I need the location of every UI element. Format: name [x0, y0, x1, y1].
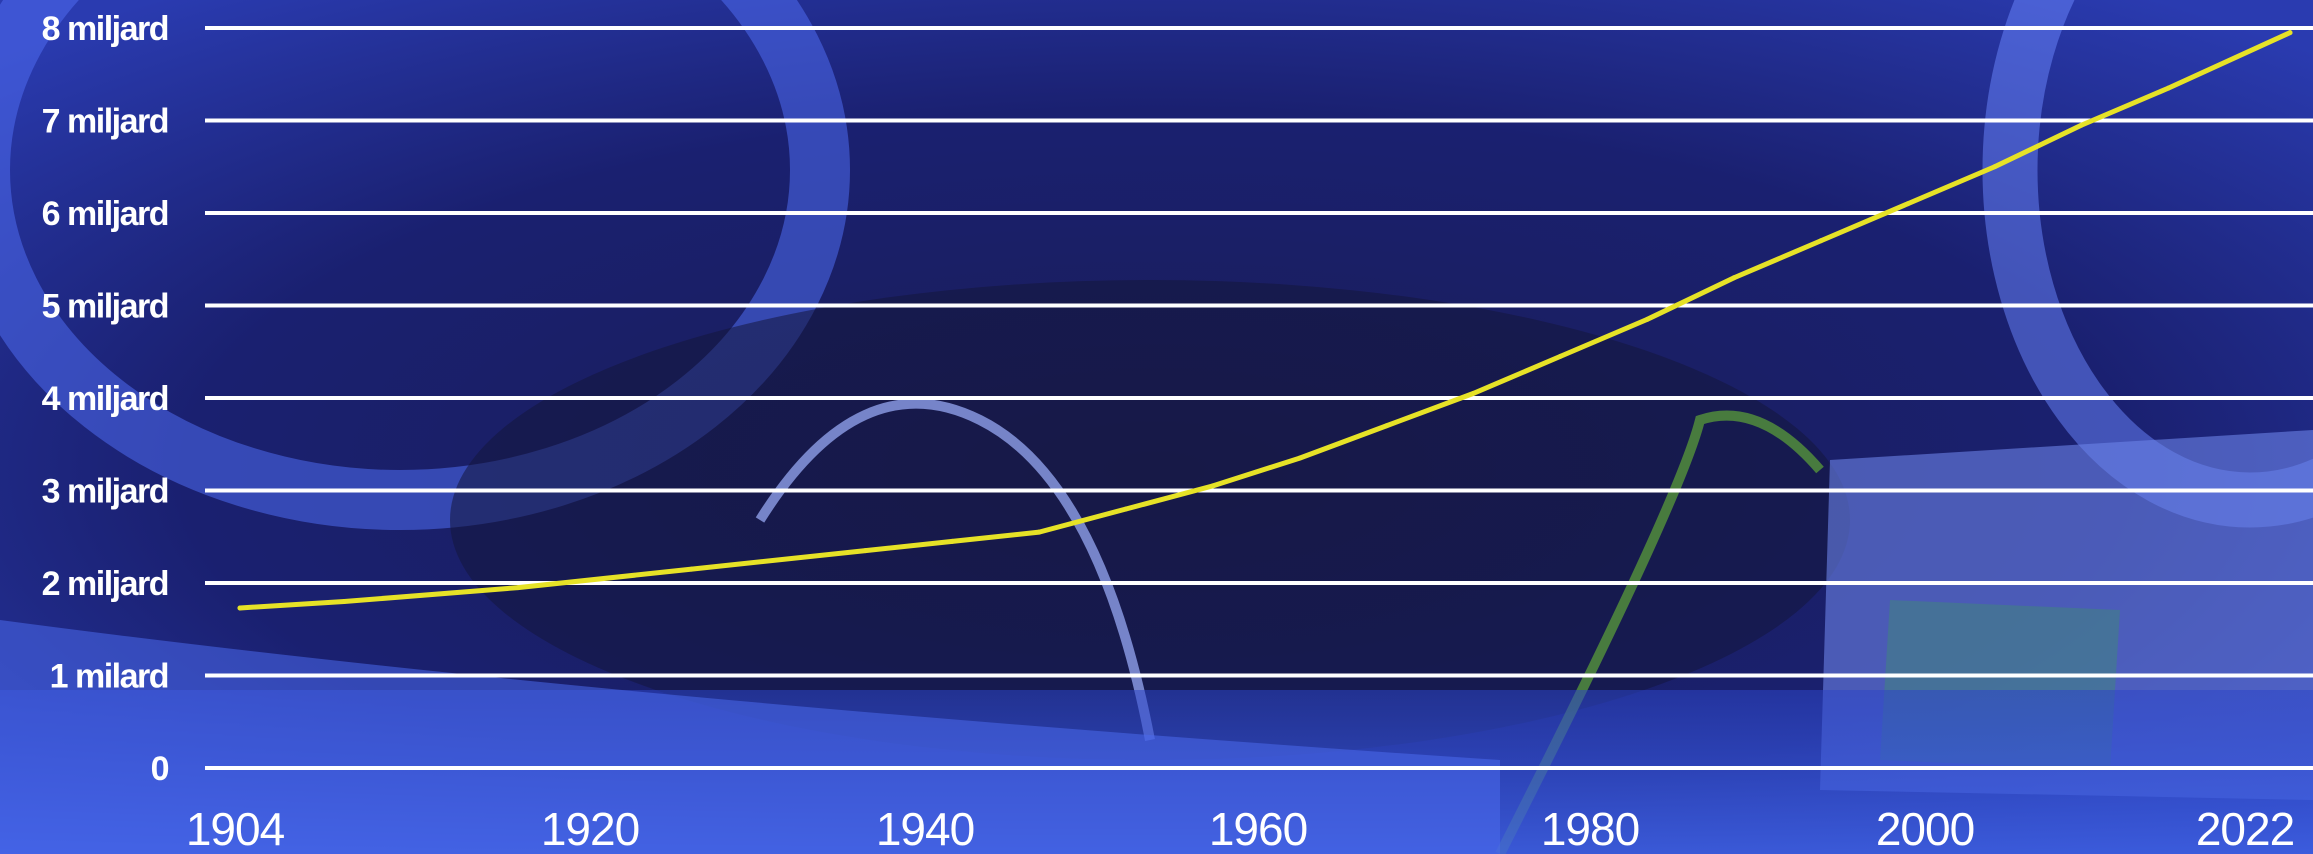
data-point	[1297, 455, 1303, 461]
data-point	[2287, 30, 2293, 36]
data-point	[1036, 529, 1042, 535]
data-point	[1731, 275, 1737, 281]
data-point	[862, 548, 868, 554]
data-point	[1992, 164, 1998, 170]
x-tick-label: 1920	[541, 803, 639, 854]
data-point	[341, 599, 347, 604]
data-point	[237, 605, 243, 611]
data-point	[1210, 483, 1216, 489]
gridlines	[205, 26, 2313, 770]
data-point	[2079, 122, 2085, 128]
series-layer	[237, 30, 2293, 611]
y-tick-label: 1 milard	[50, 658, 168, 696]
y-tick-label: 0	[151, 750, 169, 788]
y-tick-label: 2 miljard	[42, 565, 168, 603]
y-tick-label: 5 miljard	[42, 288, 168, 326]
x-axis-labels: 1904 1920 1940 1960 1980 2000 2022	[186, 803, 2295, 854]
data-point	[1123, 506, 1129, 512]
data-point	[2165, 85, 2171, 91]
x-tick-label: 2000	[1876, 803, 1974, 854]
y-axis-labels: 0 1 milard 2 miljard 3 miljard 4 miljard 5 mi…	[42, 10, 170, 788]
data-point	[1905, 201, 1911, 207]
y-tick-label: 7 miljard	[42, 103, 168, 141]
data-point	[1818, 238, 1824, 244]
y-tick-label: 3 miljard	[42, 473, 168, 511]
y-tick-label: 6 miljard	[42, 195, 168, 233]
y-tick-label: 8 miljard	[42, 10, 168, 48]
data-point	[1644, 316, 1650, 322]
y-tick-label: 4 miljard	[42, 380, 168, 418]
data-point	[949, 538, 955, 544]
x-tick-label: 1980	[1541, 803, 1639, 854]
x-tick-label: 1940	[876, 803, 974, 854]
x-tick-label: 1960	[1209, 803, 1307, 854]
x-tick-label: 1904	[186, 803, 285, 854]
data-point	[515, 585, 521, 591]
x-tick-label: 2022	[2196, 803, 2294, 854]
data-point	[1384, 423, 1390, 429]
data-point	[689, 566, 695, 572]
data-point	[1557, 353, 1563, 359]
data-point	[1470, 390, 1476, 396]
